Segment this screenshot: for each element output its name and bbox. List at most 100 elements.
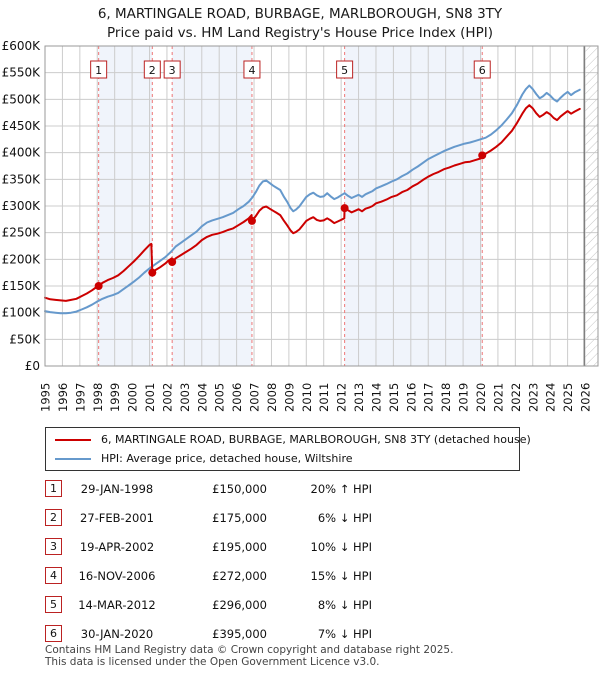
sale-number-box xyxy=(243,60,261,79)
series-lines xyxy=(44,84,581,315)
plot-border-rect xyxy=(44,45,599,367)
x-tick-label: 2003 xyxy=(178,383,192,412)
sale-row: 4 16-NOV-2006 £272,000 15% ↓ HPI xyxy=(45,561,385,590)
sale-number: 4 xyxy=(248,64,255,77)
y-tick-label: £350K xyxy=(2,172,42,186)
x-tick-label: 2021 xyxy=(491,383,505,412)
y-tick-label: £50K xyxy=(9,332,41,346)
x-tick-label: 2013 xyxy=(352,383,366,412)
x-tick-label: 2024 xyxy=(544,383,558,412)
hatch-rect xyxy=(584,46,598,366)
sale-row: 3 19-APR-2002 £195,000 10% ↓ HPI xyxy=(45,532,385,561)
chart-title-block: 6, MARTINGALE ROAD, BURBAGE, MARLBOROUGH… xyxy=(0,5,600,43)
legend: 6, MARTINGALE ROAD, BURBAGE, MARLBOROUGH… xyxy=(45,427,531,471)
sale-number: 1 xyxy=(95,64,102,77)
sale-date: 29-JAN-1998 xyxy=(80,481,154,496)
x-tick-label: 2026 xyxy=(579,383,593,412)
x-tick-label: 1996 xyxy=(56,383,70,412)
x-tick-label: 2012 xyxy=(335,383,349,412)
sale-number-box xyxy=(90,60,108,79)
x-tick-label: 2009 xyxy=(282,383,296,412)
sale-dot xyxy=(478,151,487,160)
sale-hpi-delta: 10% ↓ HPI xyxy=(310,539,372,554)
x-tick-label: 2023 xyxy=(526,383,540,412)
x-tick-label: 2018 xyxy=(439,383,453,412)
y-tick-label: £250K xyxy=(2,226,42,240)
sale-date: 30-JAN-2020 xyxy=(80,626,154,641)
sale-number-box xyxy=(143,60,161,79)
x-tick-label: 2004 xyxy=(195,383,209,412)
y-tick-label: £200K xyxy=(2,252,42,266)
x-tick-label: 2025 xyxy=(561,383,575,412)
sale-dot xyxy=(247,216,256,225)
price-paid-swatch xyxy=(55,438,91,441)
x-tick-label: 2010 xyxy=(300,383,314,412)
footer-line-1: Contains HM Land Registry data © Crown c… xyxy=(45,644,454,656)
x-tick-label: 2019 xyxy=(457,383,471,412)
x-tick-label: 2016 xyxy=(404,383,418,412)
sale-number-badge: 6 xyxy=(45,625,62,642)
x-tick-label: 1999 xyxy=(108,383,122,412)
sale-row: 5 14-MAR-2012 £296,000 8% ↓ HPI xyxy=(45,590,385,619)
x-tick-label: 2000 xyxy=(126,383,140,412)
sale-date: 27-FEB-2001 xyxy=(80,510,154,525)
sale-number-badge: 5 xyxy=(45,596,62,613)
hpi-line xyxy=(44,84,581,315)
sale-row: 2 27-FEB-2001 £175,000 6% ↓ HPI xyxy=(45,503,385,532)
y-tick-label: £0 xyxy=(25,359,40,373)
sale-number-box xyxy=(336,60,354,79)
sale-number: 3 xyxy=(169,64,176,77)
sale-hpi-delta: 8% ↓ HPI xyxy=(317,597,372,612)
sale-number: 5 xyxy=(341,64,348,77)
x-tick-label: 2015 xyxy=(387,383,401,412)
legend-label: 6, MARTINGALE ROAD, BURBAGE, MARLBOROUGH… xyxy=(101,433,531,446)
sale-dots xyxy=(94,151,487,290)
price-paid-indexed-line xyxy=(44,104,581,302)
sale-price: £296,000 xyxy=(212,597,267,612)
x-tick-label: 2011 xyxy=(317,383,331,412)
sale-hpi-delta: 20% ↑ HPI xyxy=(310,481,372,496)
x-tick-label: 2022 xyxy=(509,383,523,412)
y-axis-labels: £0 £50K £100K £150K £200K £250K £300K £350K £400… xyxy=(2,39,42,373)
sale-price: £175,000 xyxy=(212,510,267,525)
sale-hpi-delta: 7% ↓ HPI xyxy=(317,626,372,641)
sale-number: 6 xyxy=(479,64,486,77)
footer: Contains HM Land Registry data © Crown c… xyxy=(45,644,454,668)
sale-number: 2 xyxy=(149,64,156,77)
y-tick-label: £300K xyxy=(2,199,42,213)
sale-dot xyxy=(340,204,349,213)
sale-row: 6 30-JAN-2020 £395,000 7% ↓ HPI xyxy=(45,619,385,648)
page-title: 6, MARTINGALE ROAD, BURBAGE, MARLBOROUGH… xyxy=(97,6,503,22)
y-tick-label: £600K xyxy=(2,39,42,53)
x-axis-labels: 1995 1996 1997 1998 1999 2000 2001 2002 2003 2004… xyxy=(39,383,593,412)
sale-date: 14-MAR-2012 xyxy=(78,597,156,612)
y-tick-label: £150K xyxy=(2,279,42,293)
y-tick-label: £400K xyxy=(2,146,42,160)
sale-price: £195,000 xyxy=(212,539,267,554)
sale-row: 1 29-JAN-1998 £150,000 20% ↑ HPI xyxy=(45,474,385,503)
x-tick-label: 1995 xyxy=(39,383,53,412)
sale-date: 19-APR-2002 xyxy=(79,539,155,554)
legend-label: HPI: Average price, detached house, Wilt… xyxy=(101,452,353,465)
sale-number-box xyxy=(163,60,181,79)
hpi-swatch xyxy=(55,457,91,460)
sale-price: £395,000 xyxy=(212,626,267,641)
sale-date: 16-NOV-2006 xyxy=(78,568,156,583)
x-tick-label: 2001 xyxy=(143,383,157,412)
sale-dot xyxy=(168,258,177,266)
x-tick-label: 1998 xyxy=(91,383,105,412)
legend-row-price-paid: 6, MARTINGALE ROAD, BURBAGE, MARLBOROUGH… xyxy=(46,430,531,449)
sale-hpi-delta: 6% ↓ HPI xyxy=(317,510,372,525)
x-tick-label: 2006 xyxy=(230,383,244,412)
sale-dot xyxy=(148,268,157,277)
sale-number-badge: 3 xyxy=(45,538,62,555)
sale-number-badge: 4 xyxy=(45,567,62,584)
x-tick-label: 2014 xyxy=(369,383,383,412)
sale-number-badge: 2 xyxy=(45,509,62,526)
legend-row-hpi: HPI: Average price, detached house, Wilt… xyxy=(46,449,519,468)
sale-hpi-delta: 15% ↓ HPI xyxy=(310,568,372,583)
x-tick-label: 1997 xyxy=(73,383,87,412)
